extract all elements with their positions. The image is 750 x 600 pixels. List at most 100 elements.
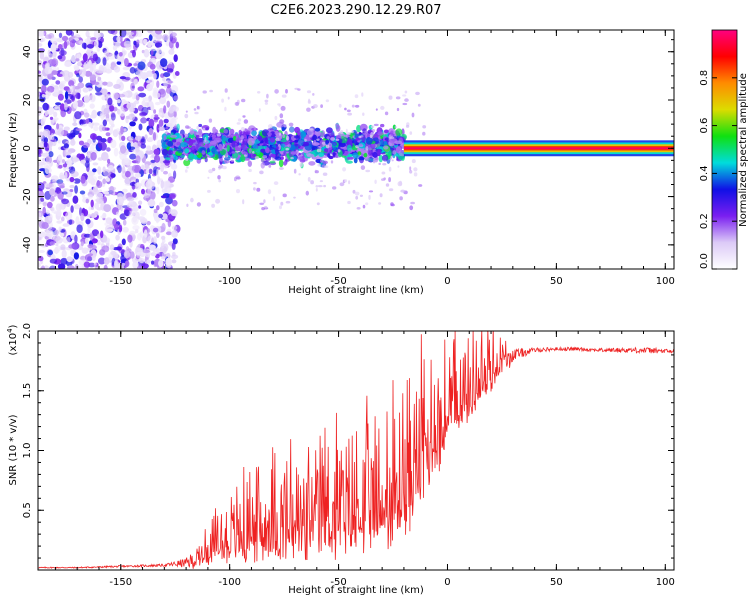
heatmap-cell xyxy=(122,165,126,174)
heatmap-cell xyxy=(103,264,108,269)
heatmap-cell xyxy=(253,137,256,141)
heatmap-cell xyxy=(117,164,122,174)
heatmap-cell xyxy=(78,68,87,78)
colorbar-tick-label: 0.8 xyxy=(699,70,710,86)
heatmap-cell xyxy=(289,126,295,133)
heatmap-cell xyxy=(123,250,131,259)
heatmap-cell xyxy=(148,48,157,52)
heatmap-cell xyxy=(270,153,276,158)
heatmap-cell xyxy=(40,37,46,42)
heatmap-cell xyxy=(148,128,154,136)
heatmap-cell xyxy=(325,99,330,103)
heatmap-cell xyxy=(83,62,88,71)
heatmap-cell xyxy=(91,109,98,119)
heatmap-cell xyxy=(247,160,252,167)
heatmap-cell xyxy=(202,127,206,131)
heatmap-cell xyxy=(128,125,132,130)
heatmap-cell xyxy=(374,179,377,184)
colorbar-tick-label: 0.6 xyxy=(699,118,710,134)
heatmap-cell xyxy=(83,233,92,238)
heatmap-cell xyxy=(161,188,168,193)
heatmap-cell xyxy=(75,216,80,225)
x-tick-label: -150 xyxy=(109,276,132,287)
heatmap-cell xyxy=(43,141,48,148)
heatmap-cell xyxy=(293,168,297,174)
heatmap-cell xyxy=(404,90,408,94)
heatmap-cell xyxy=(411,112,415,118)
heatmap-cell xyxy=(118,82,124,91)
heatmap-cell xyxy=(109,125,113,135)
heatmap-cell xyxy=(66,256,73,263)
heatmap-cell xyxy=(90,199,94,208)
heatmap-cell xyxy=(324,148,329,153)
heatmap-cell xyxy=(73,178,81,184)
heatmap-cell xyxy=(184,148,190,154)
heatmap-cell xyxy=(125,170,131,178)
heatmap-cell xyxy=(173,170,177,179)
heatmap-cell xyxy=(297,131,301,136)
heatmap-cell xyxy=(158,126,166,131)
heatmap-cell xyxy=(57,73,63,78)
heatmap-cell xyxy=(186,166,189,169)
heatmap-cell xyxy=(100,230,104,239)
heatmap-cell xyxy=(65,211,73,221)
y-tick-label: 1.0 xyxy=(22,443,33,459)
heatmap-cell xyxy=(80,212,85,222)
x-tick-label: -100 xyxy=(218,276,241,287)
heatmap-cell xyxy=(56,220,63,224)
heatmap-cell xyxy=(216,149,220,152)
heatmap-cell xyxy=(160,58,168,68)
heatmap-cell xyxy=(280,143,286,148)
heatmap-cell xyxy=(93,262,97,266)
heatmap-cell xyxy=(194,111,199,115)
heatmap-cell xyxy=(324,165,329,168)
heatmap-cell xyxy=(54,86,60,95)
heatmap-cell xyxy=(64,61,72,67)
colorbar-tick-label: 0.0 xyxy=(699,253,710,269)
heatmap-cell xyxy=(59,174,66,180)
heatmap-cell xyxy=(136,182,140,186)
heatmap-cell xyxy=(72,195,79,204)
heatmap-cell xyxy=(156,205,160,211)
heatmap-cell xyxy=(102,81,108,86)
x-tick-label: -50 xyxy=(330,276,346,287)
heatmap-cell xyxy=(229,128,235,135)
heatmap-cell xyxy=(147,235,154,244)
heatmap-cell xyxy=(235,146,241,152)
heatmap-cell xyxy=(72,157,80,162)
heatmap-cell xyxy=(91,254,96,262)
heatmap-cell xyxy=(190,145,197,152)
heatmap-cell xyxy=(381,178,386,181)
heatmap-cell xyxy=(202,90,207,94)
heatmap-cell xyxy=(38,42,43,47)
heatmap-cell xyxy=(92,186,98,193)
heatmap-cell xyxy=(109,185,115,195)
heatmap-cell xyxy=(70,205,74,213)
heatmap-cell xyxy=(103,257,110,265)
heatmap-cell xyxy=(293,196,296,199)
heatmap-cell xyxy=(258,108,261,112)
heatmap-cell xyxy=(339,182,345,187)
heatmap-cell xyxy=(156,48,162,55)
heatmap-cell xyxy=(274,115,278,121)
heatmap-cell xyxy=(317,185,323,188)
heatmap-cell xyxy=(381,171,386,175)
heatmap-cell xyxy=(93,125,99,132)
heatmap-cell xyxy=(413,172,418,177)
heatmap-cell xyxy=(243,119,249,124)
heatmap-cell xyxy=(41,222,49,229)
heatmap-cell xyxy=(208,153,214,157)
heatmap-cell xyxy=(96,200,105,205)
heatmap-cell xyxy=(95,79,104,88)
heatmap-cell xyxy=(347,112,352,116)
heatmap-cell xyxy=(319,180,323,183)
heatmap-cell xyxy=(252,151,255,154)
heatmap-cell xyxy=(264,205,268,209)
heatmap-cell xyxy=(152,249,158,253)
heatmap-cell xyxy=(128,113,136,121)
heatmap-cell xyxy=(134,100,140,105)
heatmap-cell xyxy=(224,88,228,93)
heatmap-cell xyxy=(410,201,415,205)
heatmap-cell xyxy=(381,154,389,162)
heatmap-cell xyxy=(354,191,360,196)
